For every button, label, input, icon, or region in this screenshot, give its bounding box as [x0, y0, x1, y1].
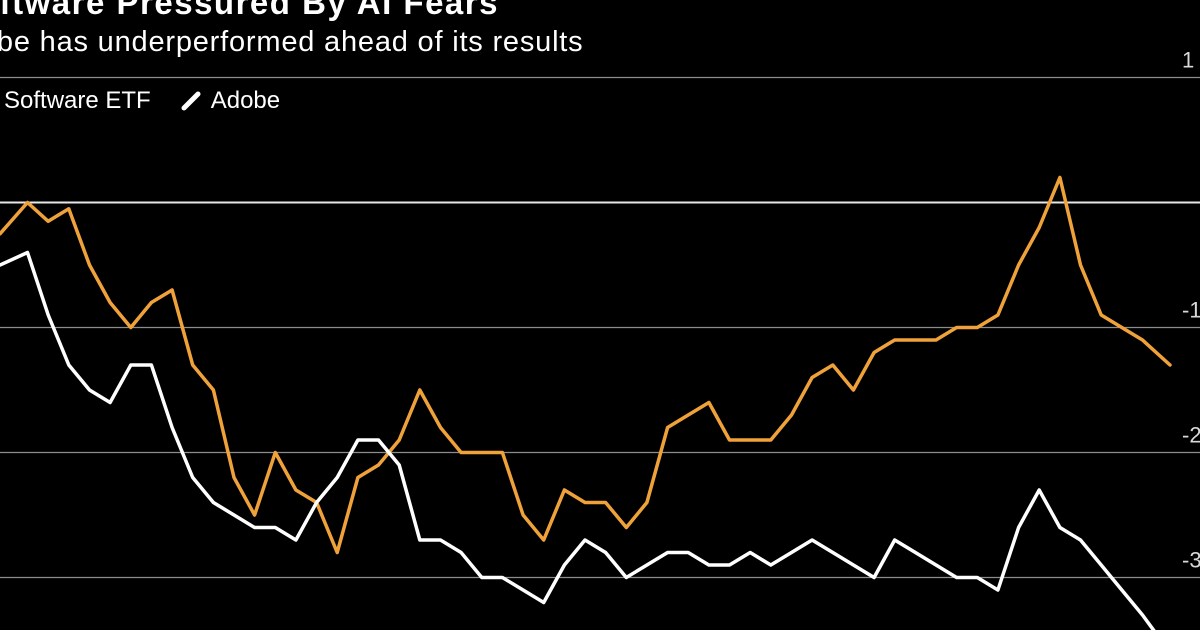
legend-label-software-etf: Software ETF — [4, 87, 151, 114]
y-tick-label: -3 — [1182, 548, 1200, 573]
series-line-adobe — [0, 250, 1156, 630]
y-tick-label: -1 — [1182, 298, 1200, 323]
legend-item-adobe: Adobe — [181, 87, 280, 115]
legend-swatch-adobe — [181, 91, 201, 111]
chart-title: oftware Pressured By AI Fears — [0, 0, 499, 21]
y-tick-label: -2 — [1182, 423, 1200, 448]
gridlines — [0, 76, 1200, 579]
y-axis-tick-labels: 1 -1 -2 -3 — [1182, 48, 1200, 573]
series-line-software-etf — [0, 175, 1172, 555]
chart-subtitle: obe has underperformed ahead of its resu… — [0, 26, 584, 58]
chart-legend: Software ETF Adobe — [0, 86, 310, 116]
series-lines — [0, 175, 1172, 630]
legend-label-adobe: Adobe — [210, 87, 281, 114]
legend-item-software-etf: Software ETF — [0, 87, 151, 115]
y-tick-label: 1 — [1182, 48, 1194, 73]
